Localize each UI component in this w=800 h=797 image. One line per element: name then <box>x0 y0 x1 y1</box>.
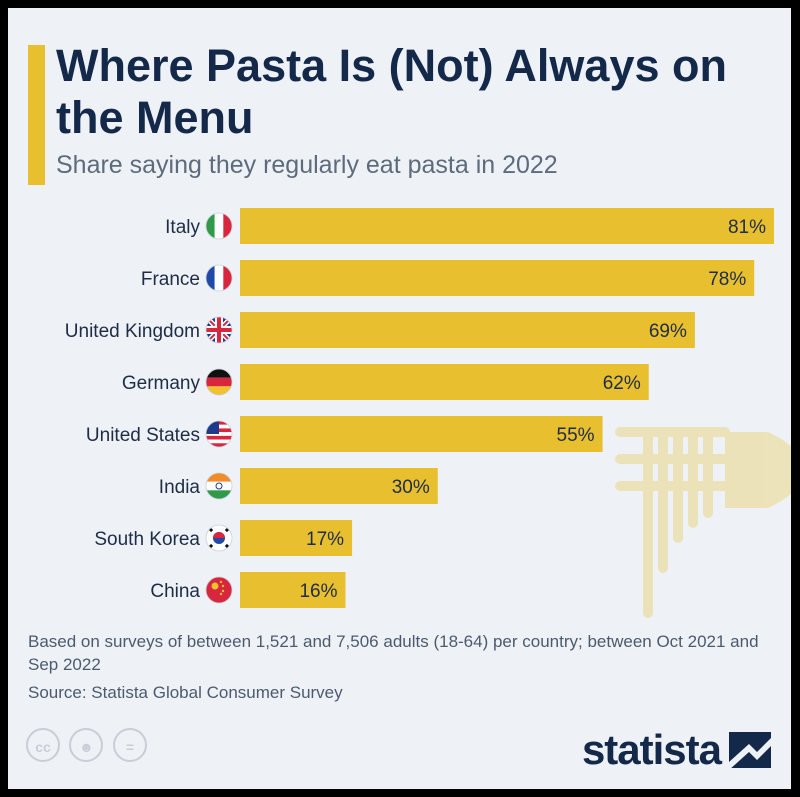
bars-layer: 81% Italy 78% France 69% United Kingdom 62% Ger… <box>65 208 774 608</box>
bar-china[interactable] <box>240 572 346 608</box>
bar-india[interactable] <box>240 468 438 504</box>
value-label: 78% <box>708 269 746 290</box>
italy-flag-icon <box>205 212 233 240</box>
person-icon[interactable]: ☻ <box>69 728 104 762</box>
value-label: 30% <box>392 477 430 498</box>
infographic-card: Where Pasta Is (Not) Always on the Menu … <box>8 8 791 789</box>
category-label: China <box>150 581 200 602</box>
category-label: South Korea <box>94 529 200 550</box>
value-label: 62% <box>603 373 641 394</box>
bar-united-states[interactable] <box>240 416 603 452</box>
title-accent-bar <box>28 45 45 185</box>
category-label: France <box>141 269 200 290</box>
chart-subtitle: Share saying they regularly eat pasta in… <box>56 151 558 179</box>
bar-united-kingdom[interactable] <box>240 312 695 348</box>
uk-flag-icon <box>205 316 233 344</box>
value-label: 16% <box>299 581 337 602</box>
bar-france[interactable] <box>240 260 755 296</box>
france-flag-icon <box>205 264 233 292</box>
fork-pasta-icon <box>615 427 791 618</box>
germany-flag-icon <box>205 368 233 396</box>
category-label: Germany <box>122 373 201 394</box>
category-label: United Kingdom <box>65 321 200 342</box>
usa-flag-icon <box>205 420 233 448</box>
brand-name: statista <box>581 726 722 773</box>
value-label: 17% <box>306 529 344 550</box>
value-label: 81% <box>728 217 766 238</box>
license-icons: cc ☻ = <box>26 728 152 762</box>
category-label: Italy <box>165 217 200 238</box>
india-flag-icon <box>205 472 233 500</box>
china-flag-icon <box>205 576 233 604</box>
bar-south-korea[interactable] <box>240 520 353 556</box>
south-korea-flag-icon <box>205 524 233 552</box>
survey-note: Based on surveys of between 1,521 and 7,… <box>28 632 759 674</box>
chart-title: Where Pasta Is (Not) Always on the Menu <box>56 40 727 143</box>
statista-mark-icon <box>729 732 771 768</box>
bar-germany[interactable] <box>240 364 649 400</box>
cc-icon[interactable]: cc <box>26 728 60 762</box>
bar-italy[interactable] <box>240 208 774 244</box>
source-text: Source: Statista Global Consumer Survey <box>28 683 343 702</box>
category-label: India <box>159 477 201 498</box>
equals-icon[interactable]: = <box>112 728 147 762</box>
value-label: 69% <box>649 321 687 342</box>
statista-logo[interactable]: statista <box>582 726 771 774</box>
category-label: United States <box>86 425 200 446</box>
value-label: 55% <box>557 425 595 446</box>
bar-chart: 81% Italy 78% France 69% United Kingdom 62% Ger… <box>65 208 791 618</box>
